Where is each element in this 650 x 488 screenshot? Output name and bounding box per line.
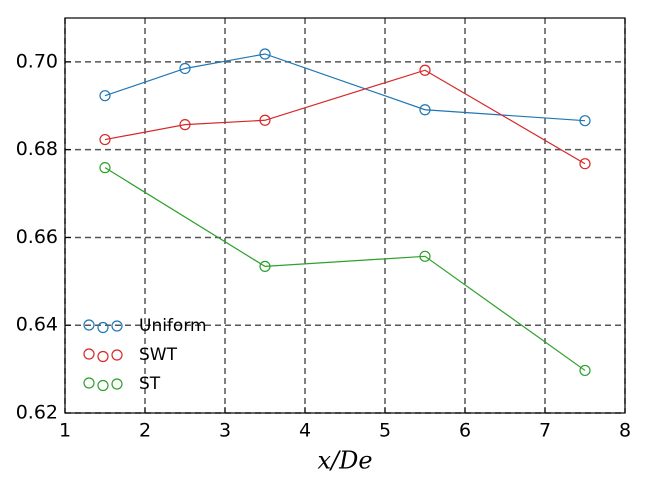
line (104, 53, 586, 122)
legend-label: ST (139, 374, 161, 394)
y-tick-label: 0.70 (16, 50, 58, 72)
marker (419, 250, 431, 262)
legend-marker (97, 321, 109, 334)
plot-frame (64, 17, 626, 414)
marker (419, 104, 431, 116)
x-axis-label: x/De (317, 447, 372, 475)
legend-marker (83, 348, 95, 360)
marker (179, 119, 191, 131)
legend-marker (83, 319, 95, 331)
y-tick-label: 0.62 (16, 402, 58, 424)
marker (579, 158, 591, 170)
x-tick-label: 7 (539, 420, 551, 442)
y-tick-label: 0.68 (16, 138, 58, 160)
marker (99, 162, 111, 174)
legend-marker (97, 350, 109, 363)
legend-label: SWT (139, 345, 178, 365)
legend-label: Uniform (139, 316, 207, 336)
x-tick-label: 6 (459, 420, 471, 442)
y-tick-label: 0.64 (16, 314, 58, 336)
x-tick-label: 3 (219, 420, 231, 442)
marker (99, 133, 111, 146)
line (104, 69, 586, 165)
marker (259, 114, 271, 126)
x-tick-label: 2 (139, 420, 151, 442)
marker (179, 62, 191, 75)
marker (259, 48, 271, 60)
marker (579, 364, 591, 377)
legend-marker (111, 320, 123, 332)
x-tick-label: 8 (619, 420, 631, 442)
legend-marker (83, 377, 95, 389)
line (104, 167, 586, 371)
legend-marker (111, 378, 123, 390)
marker (259, 260, 271, 273)
y-tick-label: 0.66 (16, 226, 58, 248)
x-tick-label: 1 (59, 420, 71, 442)
x-tick-label: 4 (299, 420, 311, 442)
marker (99, 90, 111, 102)
x-tick-label: 5 (379, 420, 391, 442)
legend-marker (111, 349, 123, 361)
marker (419, 64, 431, 76)
marker (579, 115, 591, 127)
legend-marker (97, 379, 109, 392)
